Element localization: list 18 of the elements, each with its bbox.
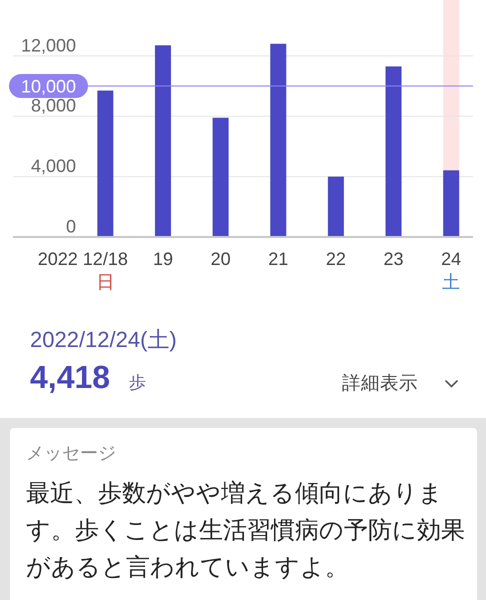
x-tick-label: 2022 12/18 日	[38, 249, 128, 292]
text: 歩	[129, 373, 146, 392]
text: 最近、歩数がやや増える傾向にあります。歩くことは生活習慣病の予防に効果があると言われていますよ。	[26, 479, 466, 583]
text: 4,418	[30, 359, 110, 395]
x-tick-label: 24 土	[441, 249, 462, 292]
ref-line-label: 10,000	[20, 76, 76, 97]
text: メッセージ	[26, 443, 116, 463]
y-tick-label: 4,000	[30, 156, 76, 176]
y-tick-label: 8,000	[30, 96, 76, 116]
x-tick-label: 22	[326, 249, 346, 269]
y-tick-label: 0	[66, 216, 76, 236]
y-tick-label: 12,000	[20, 35, 76, 56]
text: 2022/12/24(土)	[30, 327, 177, 352]
text: 詳細表示	[342, 372, 418, 393]
x-tick-label: 23	[384, 249, 404, 269]
x-tick-label: 20	[210, 249, 231, 269]
x-tick-label: 19	[152, 249, 173, 269]
x-tick-label: 21	[268, 249, 288, 269]
